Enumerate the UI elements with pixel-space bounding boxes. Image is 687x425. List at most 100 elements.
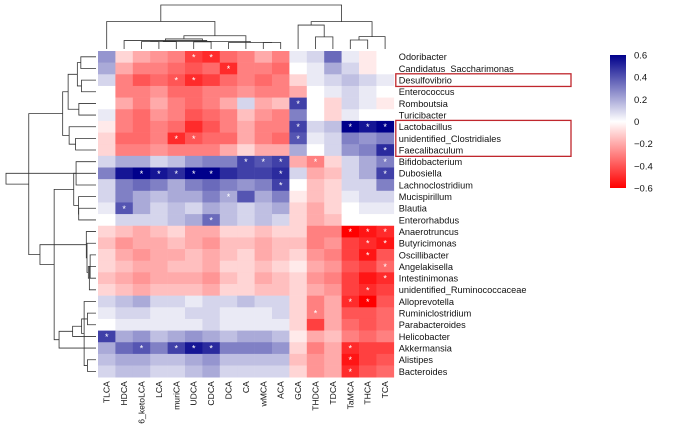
- column-label: 6_ketoLCA: [137, 381, 147, 424]
- heatmap-cell: [132, 167, 151, 180]
- heatmap-cell: [254, 74, 273, 87]
- significance-star: *: [366, 227, 370, 237]
- heatmap-cell: [289, 144, 308, 157]
- heatmap-cell: [115, 62, 134, 75]
- heatmap-cell: [115, 237, 134, 250]
- heatmap-cell: [341, 190, 360, 203]
- row-label: Ruminiclostridium: [399, 309, 472, 319]
- heatmap-cell: [341, 144, 360, 157]
- heatmap-cell: [150, 190, 168, 203]
- heatmap-cell: [341, 109, 360, 122]
- heatmap-cell: [272, 295, 290, 308]
- significance-star: *: [175, 134, 179, 144]
- heatmap-cell: [185, 179, 203, 192]
- heatmap-cell: [202, 202, 221, 215]
- heatmap-cell: [202, 237, 221, 250]
- dendrogram-branch: [87, 266, 91, 279]
- heatmap-cell: [150, 260, 168, 273]
- heatmap-cell: [376, 307, 395, 320]
- heatmap-cell: [115, 365, 134, 378]
- heatmap-cell: [98, 179, 116, 192]
- heatmap-cell: [98, 214, 116, 227]
- row-label: Alistipes: [399, 355, 434, 365]
- row-label: Parabacteroides: [399, 320, 466, 330]
- heatmap-cell: [376, 318, 395, 331]
- heatmap-cell: [237, 225, 255, 238]
- heatmap-cell: [376, 365, 395, 378]
- heatmap-cell: [115, 190, 134, 203]
- heatmap-cell: [219, 132, 238, 145]
- significance-star: *: [383, 262, 387, 272]
- heatmap-cell: [132, 85, 151, 98]
- heatmap-cell: [219, 155, 238, 168]
- heatmap-cell: [202, 225, 221, 238]
- significance-star: *: [383, 146, 387, 156]
- heatmap-cell: [150, 97, 168, 110]
- dendrogram-branch: [80, 56, 96, 69]
- heatmap-cell: [237, 307, 255, 320]
- heatmap-cell: [376, 272, 395, 285]
- highlight-box: [395, 73, 572, 88]
- heatmap-cell: [132, 74, 151, 87]
- heatmap-cell: [306, 318, 325, 331]
- row-label: Lachnoclostridium: [399, 180, 473, 190]
- heatmap-cell: [359, 97, 377, 110]
- dendrogram-branch: [87, 312, 96, 326]
- heatmap-cell: [359, 365, 377, 378]
- heatmap-cell: [115, 132, 134, 145]
- heatmap-cell: [150, 330, 168, 343]
- dendrogram-branch: [76, 62, 82, 87]
- heatmap-cell: [150, 225, 168, 238]
- heatmap-cell: [132, 51, 151, 63]
- heatmap-cell: [167, 365, 186, 378]
- dendrogram-branch: [67, 73, 79, 110]
- heatmap-cell: [185, 249, 203, 261]
- significance-star: *: [349, 227, 353, 237]
- heatmap-cell: [167, 167, 186, 180]
- row-label: Odoribacter: [399, 52, 447, 62]
- heatmap-cell: [324, 295, 342, 308]
- heatmap-cell: [237, 295, 255, 308]
- heatmap-cell: [150, 318, 168, 331]
- heatmap-cell: [324, 260, 342, 273]
- heatmap-cell: [167, 342, 186, 355]
- heatmap-cell: [98, 62, 116, 75]
- heatmap-cell: [237, 353, 255, 366]
- heatmap-cell: [272, 167, 290, 180]
- heatmap-cell: [98, 249, 116, 261]
- heatmap-cell: [98, 155, 116, 168]
- heatmap-cell: [132, 97, 151, 110]
- heatmap-cell: [219, 272, 238, 285]
- heatmap-cell: [341, 51, 360, 63]
- dendrogram-branch: [72, 325, 96, 337]
- heatmap-cell: [324, 179, 342, 192]
- heatmap-cell: [306, 249, 325, 261]
- row-label: Helicobacter: [399, 332, 450, 342]
- row-label: Enterorhabdus: [399, 215, 460, 225]
- heatmap-cell: [359, 330, 377, 343]
- heatmap-cell: [115, 295, 134, 308]
- heatmap-cell: [185, 353, 203, 366]
- significance-star: *: [383, 122, 387, 132]
- heatmap-cell: [219, 318, 238, 331]
- heatmap-cell: [115, 342, 134, 355]
- heatmap-cell: [359, 167, 377, 180]
- heatmap-cell: [376, 260, 395, 273]
- column-label: TaMCA: [345, 381, 355, 409]
- heatmap-cell: [254, 307, 273, 320]
- heatmap-cell: [185, 144, 203, 157]
- significance-star: *: [296, 99, 300, 109]
- row-label: Alloprevotella: [399, 297, 455, 307]
- heatmap-cell: [237, 237, 255, 250]
- heatmap-cell: [167, 284, 186, 296]
- heatmap-cell: [185, 62, 203, 75]
- row-label: Turicibacter: [399, 110, 447, 120]
- heatmap-cell: [185, 120, 203, 133]
- heatmap-cell: [324, 144, 342, 157]
- dendrogram-branch: [150, 41, 177, 49]
- heatmap-cell: [376, 85, 395, 98]
- heatmap-cell: [202, 307, 221, 320]
- heatmap-cell: [115, 249, 134, 261]
- heatmap-cell: [359, 132, 377, 145]
- heatmap-cell: [376, 225, 395, 238]
